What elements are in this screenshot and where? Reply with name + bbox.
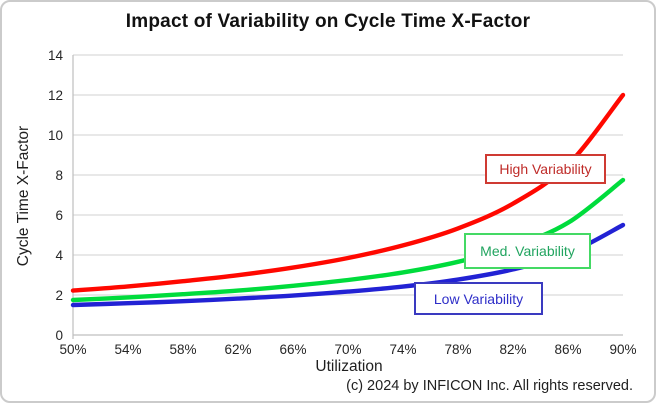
y-tick-label: 4 [55, 248, 63, 263]
y-tick-label: 8 [55, 168, 63, 183]
x-axis-title: Utilization [315, 358, 383, 375]
x-tick-label: 74% [389, 342, 416, 357]
x-tick-label: 54% [114, 342, 141, 357]
x-tick-label: 86% [554, 342, 581, 357]
chart-title: Impact of Variability on Cycle Time X-Fa… [125, 11, 531, 32]
x-tick-label: 66% [279, 342, 306, 357]
y-axis-title: Cycle Time X-Factor [15, 125, 32, 267]
y-tick-label: 14 [48, 48, 64, 63]
x-tick-label: 70% [334, 342, 361, 357]
copyright-note: (c) 2024 by INFICON Inc. All rights rese… [346, 378, 633, 394]
series-label-med-variability: Med. Variability [464, 233, 591, 269]
x-tick-label: 58% [169, 342, 196, 357]
x-tick-label: 50% [59, 342, 86, 357]
y-tick-label: 2 [55, 288, 63, 303]
series-label-low-variability: Low Variability [414, 282, 543, 315]
x-tick-label: 82% [499, 342, 526, 357]
y-tick-label: 0 [55, 328, 63, 343]
y-tick-label: 12 [48, 88, 63, 103]
x-tick-label: 78% [444, 342, 471, 357]
y-tick-label: 10 [48, 128, 63, 143]
x-tick-label: 62% [224, 342, 251, 357]
plot-area: 0 2 4 6 8 10 12 14 50% 54% 58% 62% 66% 70% 74% 78% 82% 86… [48, 48, 637, 357]
series-line-0 [70, 92, 626, 293]
x-tick-label: 90% [609, 342, 636, 357]
series-label-high-variability: High Variability [485, 154, 606, 184]
y-tick-label: 6 [55, 208, 63, 223]
